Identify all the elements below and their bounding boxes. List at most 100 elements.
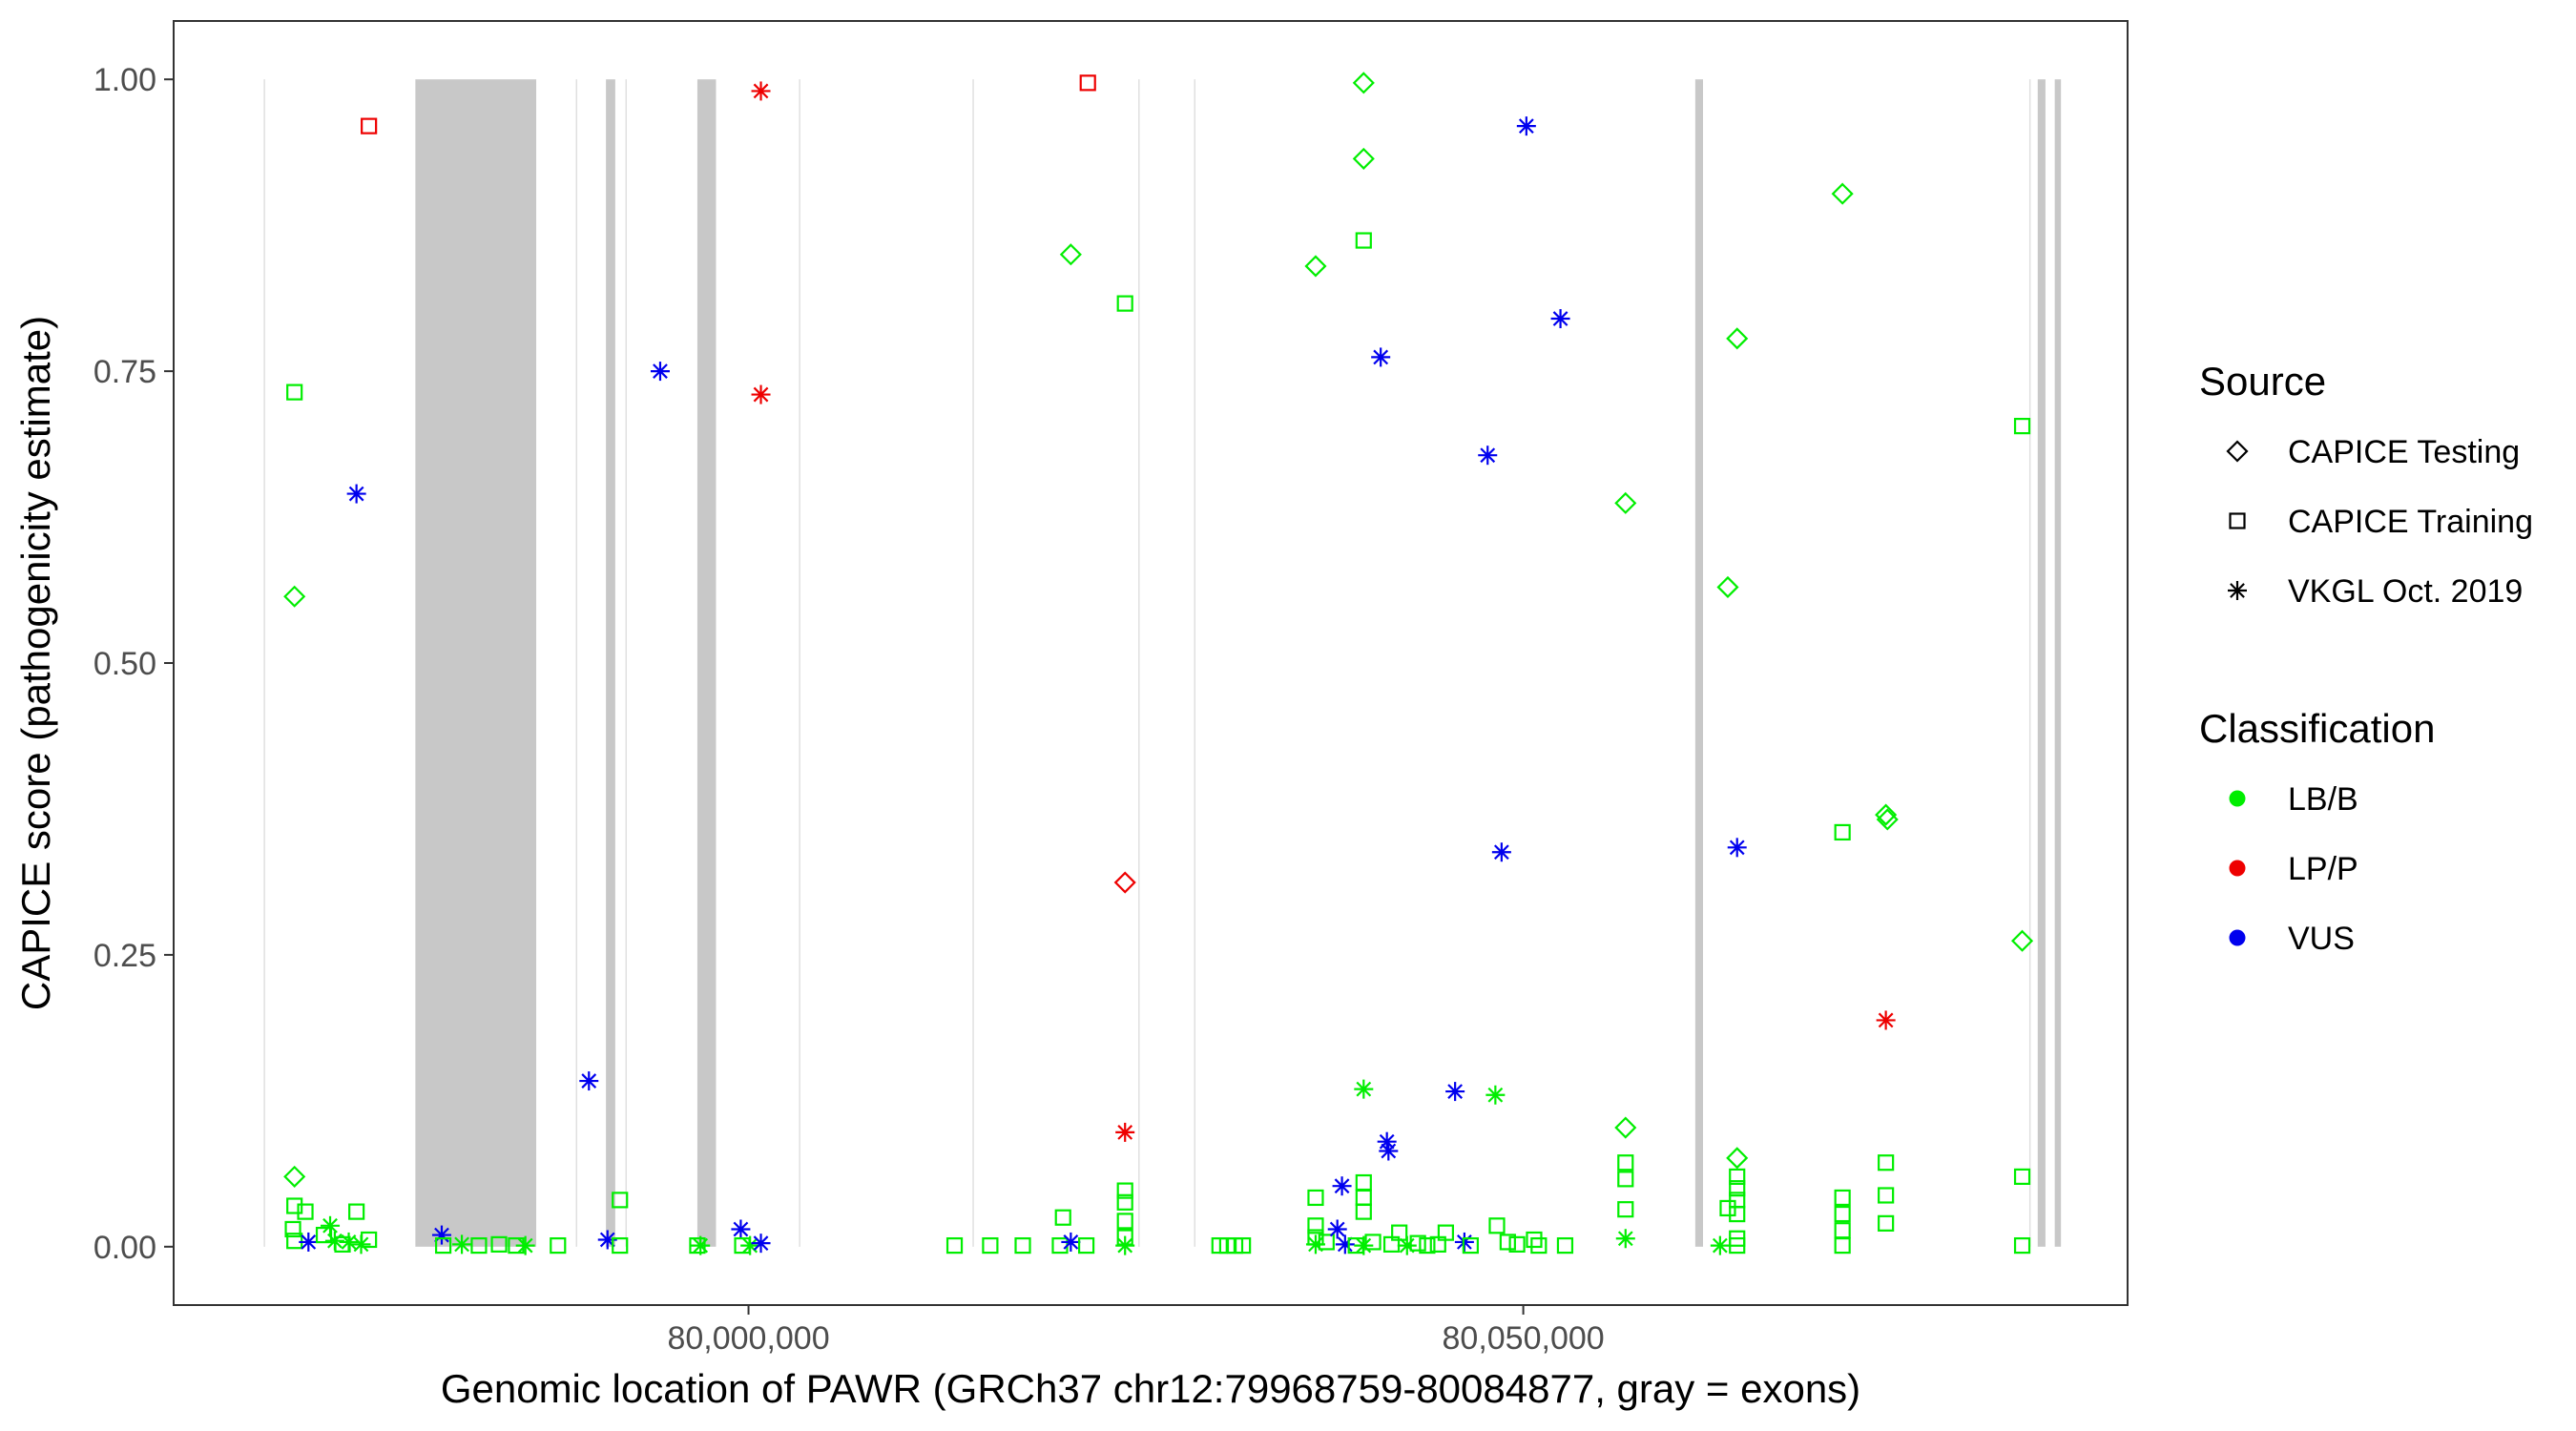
data-point: [361, 1231, 378, 1249]
asterisk-stroke: [1480, 447, 1496, 464]
asterisk-stroke: [1117, 1237, 1133, 1254]
data-point: [1077, 1236, 1095, 1255]
data-point: [1878, 1187, 1895, 1204]
square-marker: [2013, 1236, 2031, 1255]
asterisk-stroke: [434, 1227, 449, 1243]
diamond-marker: [283, 1165, 306, 1188]
data-point: [751, 384, 771, 404]
asterisk-stroke: [653, 363, 668, 379]
square-marker: [1116, 295, 1133, 312]
data-point: [1113, 871, 1136, 894]
data-point: [339, 1232, 359, 1252]
data-point: [1327, 1219, 1347, 1239]
square-marker: [1079, 74, 1096, 92]
asterisk-stroke: [1712, 1237, 1728, 1254]
data-point: [691, 1235, 711, 1255]
data-point: [1354, 1079, 1374, 1099]
data-point: [1488, 1217, 1506, 1234]
data-point: [346, 484, 366, 504]
data-point: [1061, 1232, 1081, 1252]
asterisk-stroke: [1617, 1231, 1633, 1247]
y-axis: 0.00 0.25 0.50 0.75 1.00: [93, 62, 174, 1266]
exon-band: [606, 79, 615, 1247]
square-marker: [361, 117, 378, 135]
square-marker: [1318, 1234, 1335, 1251]
data-point: [286, 1233, 303, 1250]
diamond-marker: [1716, 575, 1739, 599]
data-point: [1729, 1168, 1746, 1186]
asterisk-stroke: [1493, 844, 1509, 861]
square-marker: [1878, 1214, 1895, 1232]
y-tick-label: 1.00: [93, 62, 156, 98]
asterisk-stroke: [1334, 1178, 1350, 1194]
data-point: [1355, 1203, 1372, 1220]
diamond-marker: [1304, 255, 1327, 278]
asterisk-stroke: [454, 1236, 469, 1253]
square-marker: [612, 1236, 629, 1255]
data-point: [1485, 1085, 1506, 1105]
data-point: [1615, 1229, 1635, 1249]
square-marker: [1014, 1236, 1031, 1255]
square-marker: [1834, 1189, 1851, 1207]
exon-band: [696, 79, 717, 1247]
exon-band: [2054, 79, 2062, 1247]
square-marker: [1235, 1236, 1252, 1255]
diamond-marker: [1059, 243, 1082, 266]
data-point: [612, 1192, 629, 1209]
exon-band: [415, 79, 537, 1247]
diamond-marker: [1831, 182, 1854, 205]
data-point: [982, 1236, 999, 1255]
data-point: [1116, 1193, 1133, 1211]
data-point: [1116, 1213, 1133, 1230]
legend-class-label: VUS: [2288, 921, 2355, 957]
square-marker: [1834, 1205, 1851, 1223]
data-point: [1617, 1171, 1634, 1188]
square-marker: [1834, 823, 1851, 841]
data-point: [1726, 1147, 1749, 1170]
asterisk-stroke: [1356, 1081, 1372, 1097]
square-marker: [284, 1220, 301, 1238]
square-marker: [1307, 1189, 1324, 1207]
legend-source-label: VKGL Oct. 2019: [2288, 573, 2523, 610]
x-tick-label: 80,050,000: [1443, 1320, 1605, 1357]
square-marker: [470, 1236, 488, 1255]
square-marker: [1307, 1217, 1324, 1234]
data-point: [1508, 1235, 1526, 1253]
square-marker: [1878, 1187, 1895, 1204]
diamond-marker: [1352, 72, 1375, 94]
data-point: [2013, 418, 2031, 435]
square-marker: [2229, 512, 2246, 529]
data-point: [1876, 1010, 1896, 1030]
legend-class-label: LP/P: [2288, 851, 2358, 887]
data-point: [1116, 295, 1133, 312]
square-marker: [361, 1231, 378, 1249]
legend-source-entries: CAPICE Testing CAPICE Training VKGL Oct. 2…: [2226, 434, 2533, 610]
data-point: [286, 1197, 303, 1214]
data-point: [1352, 147, 1375, 170]
data-point: [1729, 1236, 1746, 1255]
asterisk-stroke: [322, 1217, 338, 1234]
square-marker: [348, 1203, 365, 1220]
square-marker: [1617, 1201, 1634, 1218]
square-marker: [2013, 1168, 2031, 1186]
data-point: [1305, 1234, 1325, 1255]
data-point: [431, 1225, 451, 1245]
exon-bands: [263, 79, 2062, 1247]
diamond-marker: [2011, 929, 2034, 952]
data-point: [1304, 255, 1327, 278]
legend-classification-entries: LB/B LP/P VUS: [2229, 781, 2358, 957]
data-point: [1556, 1236, 1574, 1255]
square-marker: [1355, 1203, 1372, 1220]
data-point: [1391, 1224, 1408, 1241]
square-marker: [1437, 1224, 1454, 1241]
data-point: [1352, 72, 1375, 94]
data-point: [751, 1234, 771, 1254]
asterisk-stroke: [753, 386, 769, 403]
square-marker: [1364, 1234, 1381, 1251]
data-point: [650, 362, 670, 382]
diamond-marker: [283, 585, 306, 608]
data-point: [434, 1236, 452, 1255]
legend-source-key: [2228, 581, 2247, 600]
data-point: [1716, 575, 1739, 599]
